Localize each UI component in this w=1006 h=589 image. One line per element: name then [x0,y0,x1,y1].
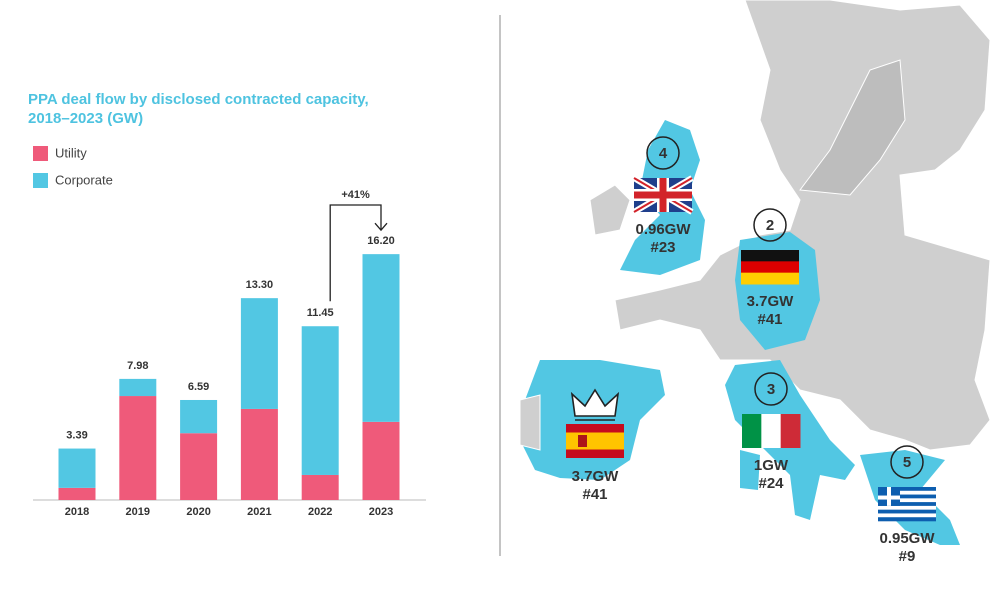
bar-segment [362,421,400,500]
flag-part [761,414,782,448]
bar-segment [362,254,400,422]
rank-circle [753,208,787,242]
capacity-label: 3.7GW [572,468,620,485]
deals-label: #41 [757,311,782,328]
bar-segment [240,408,278,500]
flag-part [878,487,936,492]
annotation: +41% [341,189,370,201]
annotation-bracket [329,204,382,302]
flag-part [878,505,936,510]
flag-part [878,490,936,495]
x-tick-label: 2023 [369,506,393,518]
legend-swatch [33,173,48,188]
deals-label: #9 [899,548,916,565]
flag-part [878,494,936,499]
legend-label: Corporate [55,172,113,187]
bar-segment [119,396,157,500]
legend-label: Utility [55,145,87,160]
flag-part [878,502,936,507]
total-label: 11.45 [307,307,334,319]
capacity-label: 1GW [754,457,789,474]
flag-part [741,272,799,285]
legend-swatch [33,146,48,161]
flag-part [578,435,587,447]
rank-label: 5 [903,454,911,471]
rank-label: 2 [766,217,774,234]
rank-circle [754,372,788,406]
chart-title: PPA deal flow by disclosed contracted ca… [28,91,369,127]
flag-part [741,250,799,262]
flag [742,414,801,448]
x-tick-label: 2020 [186,506,210,518]
bar-segment [240,298,278,409]
crown-icon [570,388,620,421]
flag [741,250,799,285]
annotation-arrowhead [374,222,388,232]
x-tick-label: 2022 [308,506,332,518]
capacity-label: 0.95GW [879,530,935,547]
total-label: 3.39 [66,429,87,441]
total-label: 7.98 [127,360,148,372]
total-label: 6.59 [188,381,209,393]
flag-part [878,509,936,514]
bar-segment [180,399,218,434]
bar-segment [301,474,339,500]
bar-segment [119,378,157,397]
bar-segment [180,433,218,500]
flag [632,175,694,215]
flag-part [878,513,936,518]
capacity-label: 0.96GW [635,221,691,238]
flag-part [742,414,762,448]
bar-segment [58,448,96,488]
bar-segment [58,487,96,500]
flag-part [878,517,936,522]
flag [566,424,624,458]
flag-part [566,432,624,450]
rank-label: 4 [659,145,668,162]
rank-circle [646,136,680,170]
x-tick-label: 2018 [65,506,89,518]
rank-label: 3 [767,381,775,398]
total-label: 16.20 [367,235,395,247]
flag [878,487,936,522]
x-tick-label: 2019 [126,506,150,518]
rank-circle [890,445,924,479]
flag-part [780,414,801,448]
flag-part [741,261,799,274]
bar-segment [301,326,339,475]
flag-part [634,191,692,199]
x-tick-label: 2021 [247,506,271,518]
capacity-label: 3.7GW [747,293,795,310]
total-label: 13.30 [246,279,274,291]
deals-label: #41 [582,486,607,503]
flag-part [878,498,936,503]
deals-label: #23 [650,239,675,256]
flag-part [878,495,900,500]
deals-label: #24 [758,475,784,492]
